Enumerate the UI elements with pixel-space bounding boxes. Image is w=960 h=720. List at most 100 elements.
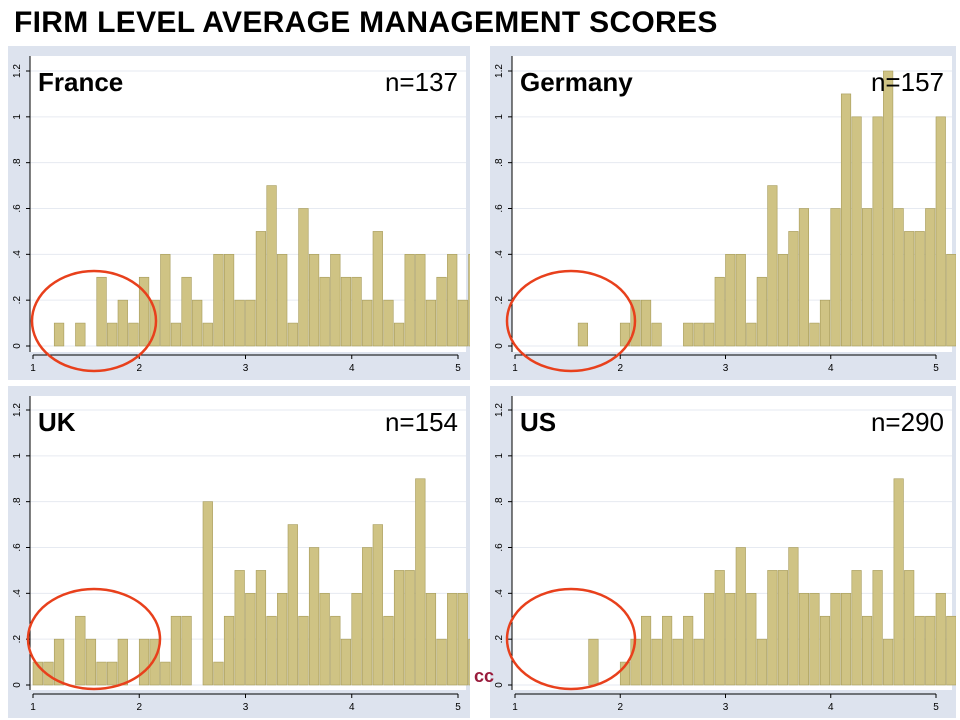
panel-sample-size: n=290	[870, 407, 944, 437]
histogram-bar	[170, 615, 182, 686]
germany-histogram-chart: 0 .2 .4 .6 .8 1 1.2 1 2 3 4 5	[494, 56, 956, 374]
histogram-bar	[447, 593, 458, 686]
histogram-bar	[223, 254, 235, 347]
x-tick-label: 4	[828, 363, 834, 374]
y-tick-label: 1	[12, 453, 23, 459]
x-tick-label: 1	[30, 702, 36, 713]
histogram-bar	[340, 276, 352, 347]
histogram-bar	[914, 615, 925, 686]
histogram-bar	[819, 615, 831, 686]
watermark-text: cc	[474, 666, 495, 686]
histogram-bar	[202, 322, 213, 347]
histogram-bar	[756, 276, 767, 347]
histogram-bar	[588, 638, 599, 686]
histogram-bar	[777, 570, 788, 686]
histogram-bar	[704, 593, 715, 686]
histogram-bar	[641, 299, 652, 347]
x-tick-label: 2	[617, 702, 623, 713]
panel-sample-size: n=154	[384, 407, 458, 437]
histogram-bar	[96, 276, 107, 347]
histogram-bar	[372, 231, 383, 347]
histogram-bar	[128, 322, 139, 347]
histogram-bar	[266, 615, 277, 686]
histogram-bar	[117, 638, 128, 686]
histogram-bar	[714, 570, 725, 686]
y-tick-label: .4	[494, 250, 505, 259]
histogram-bar	[75, 322, 86, 347]
histogram-bar	[107, 322, 118, 347]
histogram-bar	[619, 322, 631, 347]
histogram-bar	[234, 299, 245, 347]
histogram-bar	[298, 208, 309, 347]
histogram-bar	[809, 322, 820, 347]
left-tail-circle	[30, 269, 158, 373]
y-tick-label: .4	[12, 589, 23, 598]
y-tick-label: .8	[12, 497, 23, 506]
histogram-bar	[883, 70, 894, 347]
histogram-bar	[181, 276, 192, 347]
histogram-bar	[457, 593, 468, 686]
histogram-bar	[234, 570, 245, 686]
histogram-bar	[830, 593, 841, 686]
uk-histogram-chart: 0 .2 .4 .6 .8 1 1.2 1 2 3 4 5	[12, 396, 470, 713]
histogram-bar	[340, 638, 352, 686]
x-tick-label: 1	[30, 363, 36, 374]
histogram-bar	[672, 638, 683, 686]
histogram-bar	[362, 547, 373, 686]
y-tick-label: .6	[12, 543, 23, 552]
histogram-bar	[117, 299, 128, 347]
histogram-bar	[53, 638, 65, 686]
histogram-bar	[287, 322, 298, 347]
histogram-bar	[393, 570, 405, 686]
histogram-bar	[351, 276, 362, 347]
histogram-bar	[946, 615, 956, 686]
histogram-bar	[935, 593, 946, 686]
histogram-bar	[862, 208, 873, 347]
histogram-bar	[935, 116, 946, 347]
histogram-bar	[415, 478, 426, 686]
histogram-bar	[107, 661, 118, 686]
histogram-bar	[43, 661, 54, 686]
histogram-bar	[777, 254, 788, 347]
x-tick-label: 1	[512, 702, 518, 713]
y-tick-label: .4	[12, 250, 23, 259]
x-tick-label: 3	[723, 363, 729, 374]
histogram-bar	[319, 593, 330, 686]
y-tick-label: .6	[494, 543, 505, 552]
histogram-bar	[351, 593, 362, 686]
histogram-bar	[893, 208, 904, 347]
histogram-bar	[735, 254, 746, 347]
histogram-bar	[32, 661, 43, 686]
histogram-bar	[946, 254, 956, 347]
histogram-bar	[735, 547, 746, 686]
histogram-bar	[683, 615, 694, 686]
page-title: FIRM LEVEL AVERAGE MANAGEMENT SCORES	[14, 6, 718, 39]
y-tick-label: .2	[12, 635, 23, 644]
histogram-bar	[651, 322, 662, 347]
panel-country-label: Germany	[520, 67, 633, 97]
histogram-bar	[893, 478, 904, 686]
histogram-bar	[468, 638, 470, 686]
histogram-bar	[308, 254, 320, 347]
x-tick-label: 4	[828, 702, 834, 713]
histogram-bar	[362, 299, 373, 347]
histogram-bar	[767, 570, 778, 686]
y-tick-label: .6	[494, 204, 505, 213]
histogram-bar	[641, 615, 652, 686]
histogram-bar	[746, 593, 757, 686]
y-tick-label: 1.2	[494, 403, 505, 417]
y-tick-label: .8	[12, 158, 23, 167]
histogram-bar	[457, 299, 468, 347]
histogram-bar	[851, 116, 862, 347]
x-tick-label: 2	[136, 702, 142, 713]
y-tick-label: .8	[494, 158, 505, 167]
histogram-bar	[914, 231, 925, 347]
x-tick-label: 5	[455, 363, 461, 374]
x-tick-label: 5	[933, 363, 939, 374]
histogram-bar	[138, 638, 150, 686]
histogram-bar	[255, 570, 267, 686]
histogram-bar	[138, 276, 150, 347]
germany-histogram-panel: 0 .2 .4 .6 .8 1 1.2 1 2 3 4 5 Germany n=157	[490, 46, 956, 380]
panel-sample-size: n=157	[870, 67, 944, 97]
histogram-bar	[883, 638, 894, 686]
